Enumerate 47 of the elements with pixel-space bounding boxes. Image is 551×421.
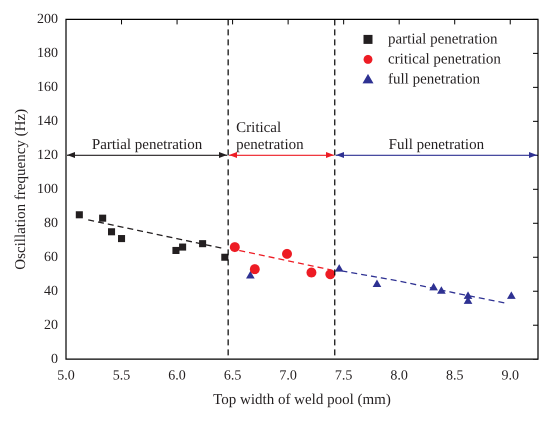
y-tick-label: 160	[37, 80, 58, 96]
ref-line-label: Full penetration	[388, 136, 485, 153]
point	[437, 286, 446, 294]
x-axis-title: Top width of weld pool (mm)	[213, 392, 391, 408]
ref-line-label: Partial penetration	[92, 136, 203, 153]
ref-line-label: Critical penetration	[236, 120, 304, 153]
y-tick-label: 60	[44, 250, 58, 265]
point	[99, 214, 106, 222]
y-tick-label: 20	[44, 318, 58, 333]
legend-label: partial penetration	[388, 31, 498, 48]
x-tick-label: 8.5	[446, 368, 464, 384]
x-tick-label: 6.5	[224, 368, 242, 384]
point	[250, 264, 260, 274]
point	[246, 270, 255, 278]
x-tick-label: 6.0	[168, 368, 186, 384]
x-tick-label: 8.0	[390, 368, 408, 384]
point	[108, 228, 116, 236]
y-tick-label: 200	[37, 12, 58, 28]
legend-label: full penetration	[388, 71, 481, 88]
y-tick-label: 140	[37, 114, 58, 130]
point	[172, 246, 180, 254]
point	[118, 235, 126, 242]
point	[507, 291, 516, 299]
point	[372, 279, 382, 287]
point	[221, 254, 228, 261]
x-tick-label: 5.5	[112, 368, 130, 384]
point	[429, 282, 438, 290]
x-tick-label: 7.0	[279, 368, 297, 384]
x-tick-label: 5.0	[57, 368, 75, 384]
point	[199, 240, 206, 248]
point	[325, 269, 336, 280]
x-tick-label: 9.0	[501, 368, 519, 384]
y-tick-label: 100	[37, 182, 58, 197]
point	[334, 264, 344, 272]
x-tick-label: 7.5	[334, 368, 352, 384]
y-axis-title: Oscillation frequency (Hz)	[12, 108, 29, 270]
y-tick-label: 120	[37, 148, 58, 163]
point	[282, 248, 292, 259]
legend-label: critical penetration	[388, 51, 502, 68]
y-tick-label: 180	[37, 46, 58, 62]
y-tick-label: 80	[44, 216, 58, 231]
point	[306, 268, 316, 278]
point	[76, 211, 83, 218]
y-tick-label: 40	[44, 284, 58, 299]
y-tick-label: 0	[51, 352, 58, 367]
point	[230, 242, 240, 252]
point	[179, 244, 186, 251]
